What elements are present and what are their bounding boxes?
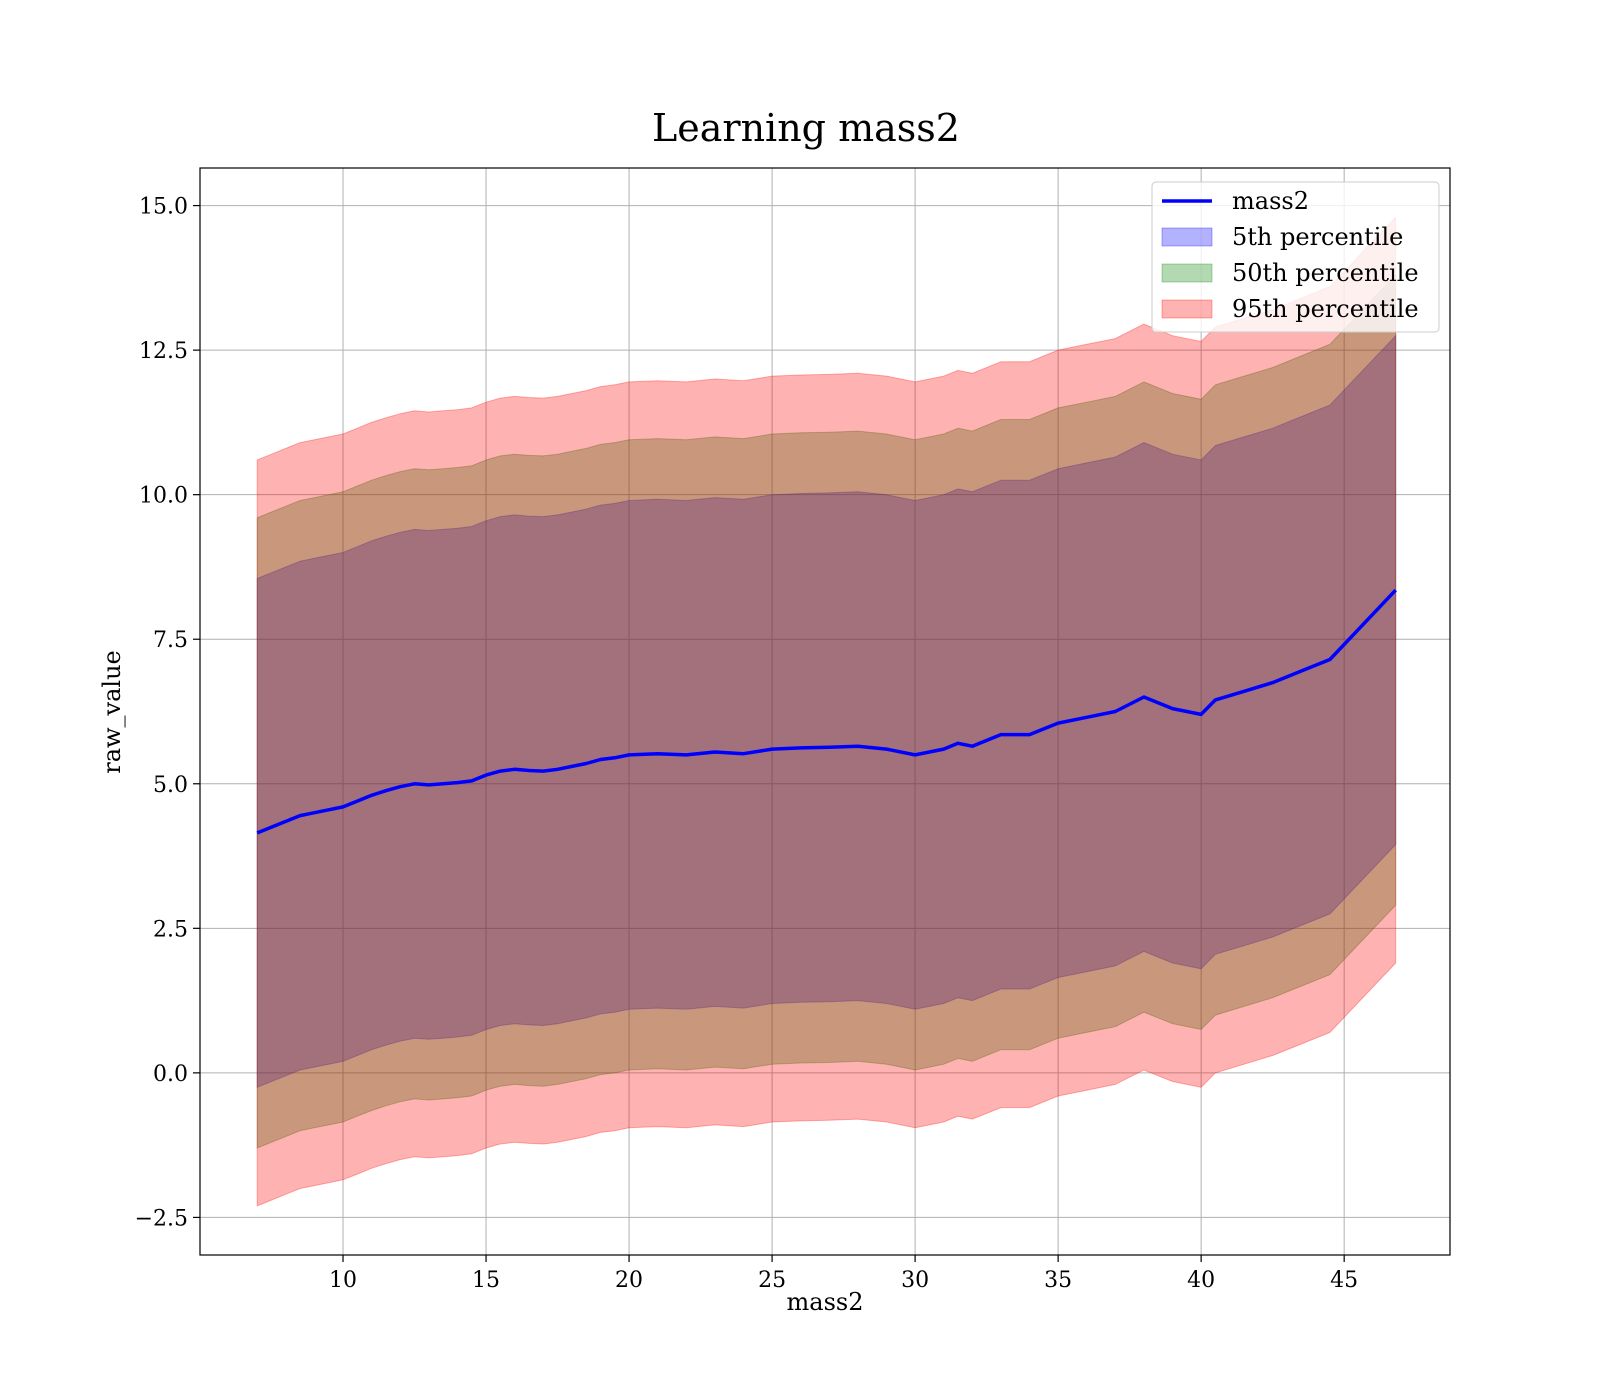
band-5th-percentile xyxy=(256,334,1397,1089)
legend-mass2-label: mass2 xyxy=(1232,187,1309,215)
x-axis-label: mass2 xyxy=(787,1288,864,1316)
x-tick-label: 40 xyxy=(1187,1268,1215,1293)
chart-title: Learning mass2 xyxy=(652,106,960,150)
y-tick-label: −2.5 xyxy=(135,1206,188,1231)
legend-95th-label: 95th percentile xyxy=(1232,295,1419,323)
y-tick-label: 2.5 xyxy=(153,917,188,942)
x-tick-label: 10 xyxy=(329,1268,357,1293)
legend-50th-swatch xyxy=(1161,263,1213,283)
band-50th-percentile xyxy=(256,273,1397,1149)
x-tick-label: 45 xyxy=(1330,1268,1358,1293)
x-tick-label: 25 xyxy=(758,1268,786,1293)
legend-box xyxy=(1151,181,1440,333)
mean-line-layer xyxy=(256,588,1397,835)
y-tick-label: 0.0 xyxy=(153,1062,188,1087)
plot-frame xyxy=(199,167,1451,1256)
y-tick-label: 5.0 xyxy=(153,773,188,798)
y-tick-label: 15.0 xyxy=(139,195,188,220)
mass2-line xyxy=(256,588,1397,835)
y-tick-label: 10.0 xyxy=(139,484,188,509)
band-95th-percentile xyxy=(256,215,1397,1207)
x-tick-label: 15 xyxy=(472,1268,500,1293)
percentile-bands xyxy=(256,215,1397,1207)
legend-5th-label: 5th percentile xyxy=(1232,223,1403,251)
y-ticks: −2.5 0.0 2.5 5.0 7.5 10.0 12.5 15.0 xyxy=(135,195,200,1231)
y-tick-label: 12.5 xyxy=(139,339,188,364)
x-ticks: 10 15 20 25 30 35 40 45 xyxy=(329,1255,1358,1293)
legend-5th-swatch xyxy=(1161,227,1213,247)
y-tick-label: 7.5 xyxy=(153,628,188,653)
legend-50th-label: 50th percentile xyxy=(1232,259,1419,287)
legend-95th-swatch xyxy=(1161,299,1213,319)
x-tick-label: 20 xyxy=(615,1268,643,1293)
y-axis-label: raw_value xyxy=(98,650,126,774)
x-tick-label: 35 xyxy=(1044,1268,1072,1293)
x-tick-label: 30 xyxy=(901,1268,929,1293)
legend: mass2 5th percentile 50th percentile 95t… xyxy=(1151,181,1440,333)
